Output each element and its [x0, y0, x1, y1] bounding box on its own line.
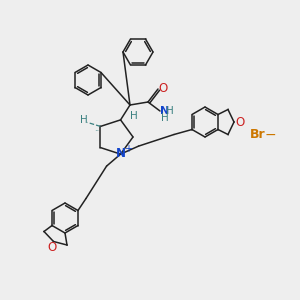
- Text: H: H: [161, 113, 169, 123]
- Text: Br: Br: [250, 128, 266, 142]
- Text: O: O: [47, 241, 56, 254]
- Text: H: H: [80, 116, 87, 125]
- Text: O: O: [236, 116, 244, 128]
- Text: ..: ..: [94, 124, 99, 133]
- Text: +: +: [124, 144, 132, 154]
- Text: H: H: [130, 111, 138, 121]
- Text: −: −: [264, 128, 276, 142]
- Text: O: O: [158, 82, 168, 94]
- Text: N: N: [160, 106, 169, 116]
- Text: H: H: [166, 106, 174, 116]
- Text: N: N: [116, 147, 126, 160]
